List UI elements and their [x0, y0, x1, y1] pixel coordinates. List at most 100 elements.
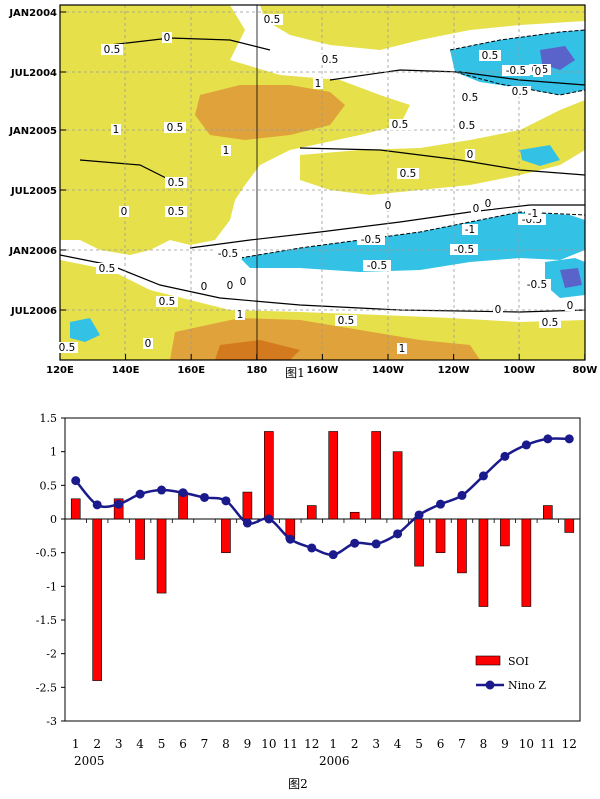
- contour-label: 0.5: [392, 119, 409, 131]
- contour-label-bg: [111, 124, 121, 135]
- year-label-2005: 2005: [74, 754, 105, 768]
- contour-label-bg: [397, 343, 407, 354]
- contour-label: -0.5: [361, 234, 382, 246]
- contour-label: 0.5: [99, 263, 116, 275]
- y-tick-label: -2: [46, 648, 57, 661]
- contour-label: 0: [145, 338, 152, 350]
- contour-label-bg: [199, 281, 209, 292]
- contour-label: 0: [227, 280, 234, 292]
- nino-z-point: [543, 434, 553, 444]
- hovmoller-y-axis: JAN2004 JUL2004 JAN2005 JUL2005 JAN2006 JUL20…: [8, 8, 66, 317]
- month-label: 11: [283, 737, 298, 751]
- contour-label-bg: [397, 168, 419, 179]
- nino-z-point: [135, 489, 145, 499]
- soi-bar: [135, 518, 145, 560]
- soi-bar: [564, 518, 575, 533]
- contour-label: 0.5: [400, 168, 417, 180]
- soi-bar: [371, 431, 381, 520]
- month-label: 4: [136, 737, 144, 751]
- month-label: 6: [437, 737, 445, 751]
- nino-z-point: [478, 471, 488, 481]
- contour-label-bg: [525, 208, 541, 219]
- nino-z-point: [457, 490, 467, 500]
- y-tick-label: JUL2006: [10, 306, 57, 317]
- contour-label-bg: [509, 86, 531, 97]
- soi-bar: [328, 431, 339, 520]
- month-label: 7: [458, 737, 466, 751]
- contour-label: 0.5: [462, 92, 479, 104]
- contour-label-bg: [483, 198, 493, 209]
- month-label: 1: [72, 737, 80, 751]
- y-tick-label: 0: [50, 513, 57, 526]
- contour-labels: 0.50.500.510.50.5100.50.5000.5-0.50-0.50…: [56, 14, 575, 355]
- contour-label: 0: [473, 203, 480, 215]
- nino-z-point: [393, 529, 403, 539]
- nino-z-point: [199, 492, 209, 502]
- nino-z-point: [328, 550, 338, 560]
- hovmoller-diagram: 0.50.500.510.50.5100.50.5000.5-0.50-0.50…: [8, 4, 597, 380]
- contour-label-bg: [96, 263, 118, 274]
- contour-label-bg: [238, 276, 248, 287]
- month-label: 12: [304, 737, 319, 751]
- contour-label: 0: [240, 276, 247, 288]
- hovmoller-x-axis: 120E 140E 160E 180 160W 140W 120W 100W 80W: [46, 354, 597, 376]
- contour-label: 1: [237, 309, 244, 321]
- month-label: 3: [372, 737, 380, 751]
- contour-label: 0: [164, 32, 171, 44]
- contour-label-bg: [459, 92, 481, 103]
- y-tick-label: JAN2004: [8, 8, 57, 19]
- month-label: 5: [415, 737, 423, 751]
- y-tick-label: -2.5: [36, 681, 57, 694]
- nino-z-point: [92, 500, 102, 510]
- contour-label-bg: [56, 342, 78, 353]
- contour-label-bg: [533, 66, 543, 77]
- y-ticks: 1.5 1 0.5 0 -0.5 -1 -1.5 -2 -2.5 -3: [36, 412, 581, 728]
- contour-label: 1: [399, 343, 406, 355]
- nino-z-point: [264, 514, 274, 524]
- y-tick-label: 0.5: [40, 479, 58, 492]
- month-label: 9: [501, 737, 509, 751]
- contour-label-bg: [363, 260, 391, 271]
- x-tick-label: 160E: [177, 365, 205, 376]
- nino-z-point: [242, 518, 252, 528]
- y-tick-label: JUL2004: [10, 68, 57, 79]
- legend-soi-label: SOI: [508, 655, 529, 668]
- contour-label: 0.5: [168, 206, 185, 218]
- contour-label-bg: [162, 32, 172, 43]
- y-tick-label: 1: [50, 446, 57, 459]
- x-tick-label: 140W: [372, 365, 404, 376]
- contour-label-bg: [502, 65, 530, 76]
- contour-label: 0.5: [264, 14, 281, 26]
- soi-bar: [306, 505, 317, 520]
- nino-z-point: [71, 476, 81, 486]
- y-tick-label: -0.5: [36, 547, 57, 560]
- legend-nino-marker: [485, 680, 495, 690]
- contour-label: 0: [535, 66, 542, 78]
- contour-label: 0.5: [542, 317, 559, 329]
- month-label: 5: [158, 737, 166, 751]
- x-tick-label: 100W: [503, 365, 535, 376]
- month-label: 10: [261, 737, 276, 751]
- month-label: 6: [179, 737, 187, 751]
- y-tick-label: JUL2005: [10, 186, 57, 197]
- y-tick-label: JAN2006: [8, 246, 57, 257]
- nino-z-point: [371, 539, 381, 549]
- y-tick-label: -1: [46, 580, 57, 593]
- soi-bars: [70, 431, 575, 681]
- x-tick-label: 120W: [438, 365, 470, 376]
- contour-label: 1: [315, 78, 322, 90]
- soi-bar: [113, 498, 124, 520]
- contour-label-bg: [479, 50, 501, 61]
- nino-z-point: [307, 543, 317, 553]
- nino-z-point: [500, 451, 510, 461]
- contour-label: 0.5: [338, 315, 355, 327]
- legend-nino-label: Nino Z: [508, 679, 546, 692]
- legend-soi-swatch: [475, 655, 501, 666]
- contour-label-bg: [119, 206, 129, 217]
- month-axis: 1 2 3 4 5 6 7 8 9 10 11 12 1 2 3 4 5 6 7 8 9 10 11 12: [72, 737, 577, 751]
- contour-label: 0: [121, 206, 128, 218]
- contour-label: 1: [223, 145, 230, 157]
- contour-label-bg: [471, 203, 481, 214]
- nino-z-point: [564, 434, 574, 444]
- nino-z-point: [436, 499, 446, 509]
